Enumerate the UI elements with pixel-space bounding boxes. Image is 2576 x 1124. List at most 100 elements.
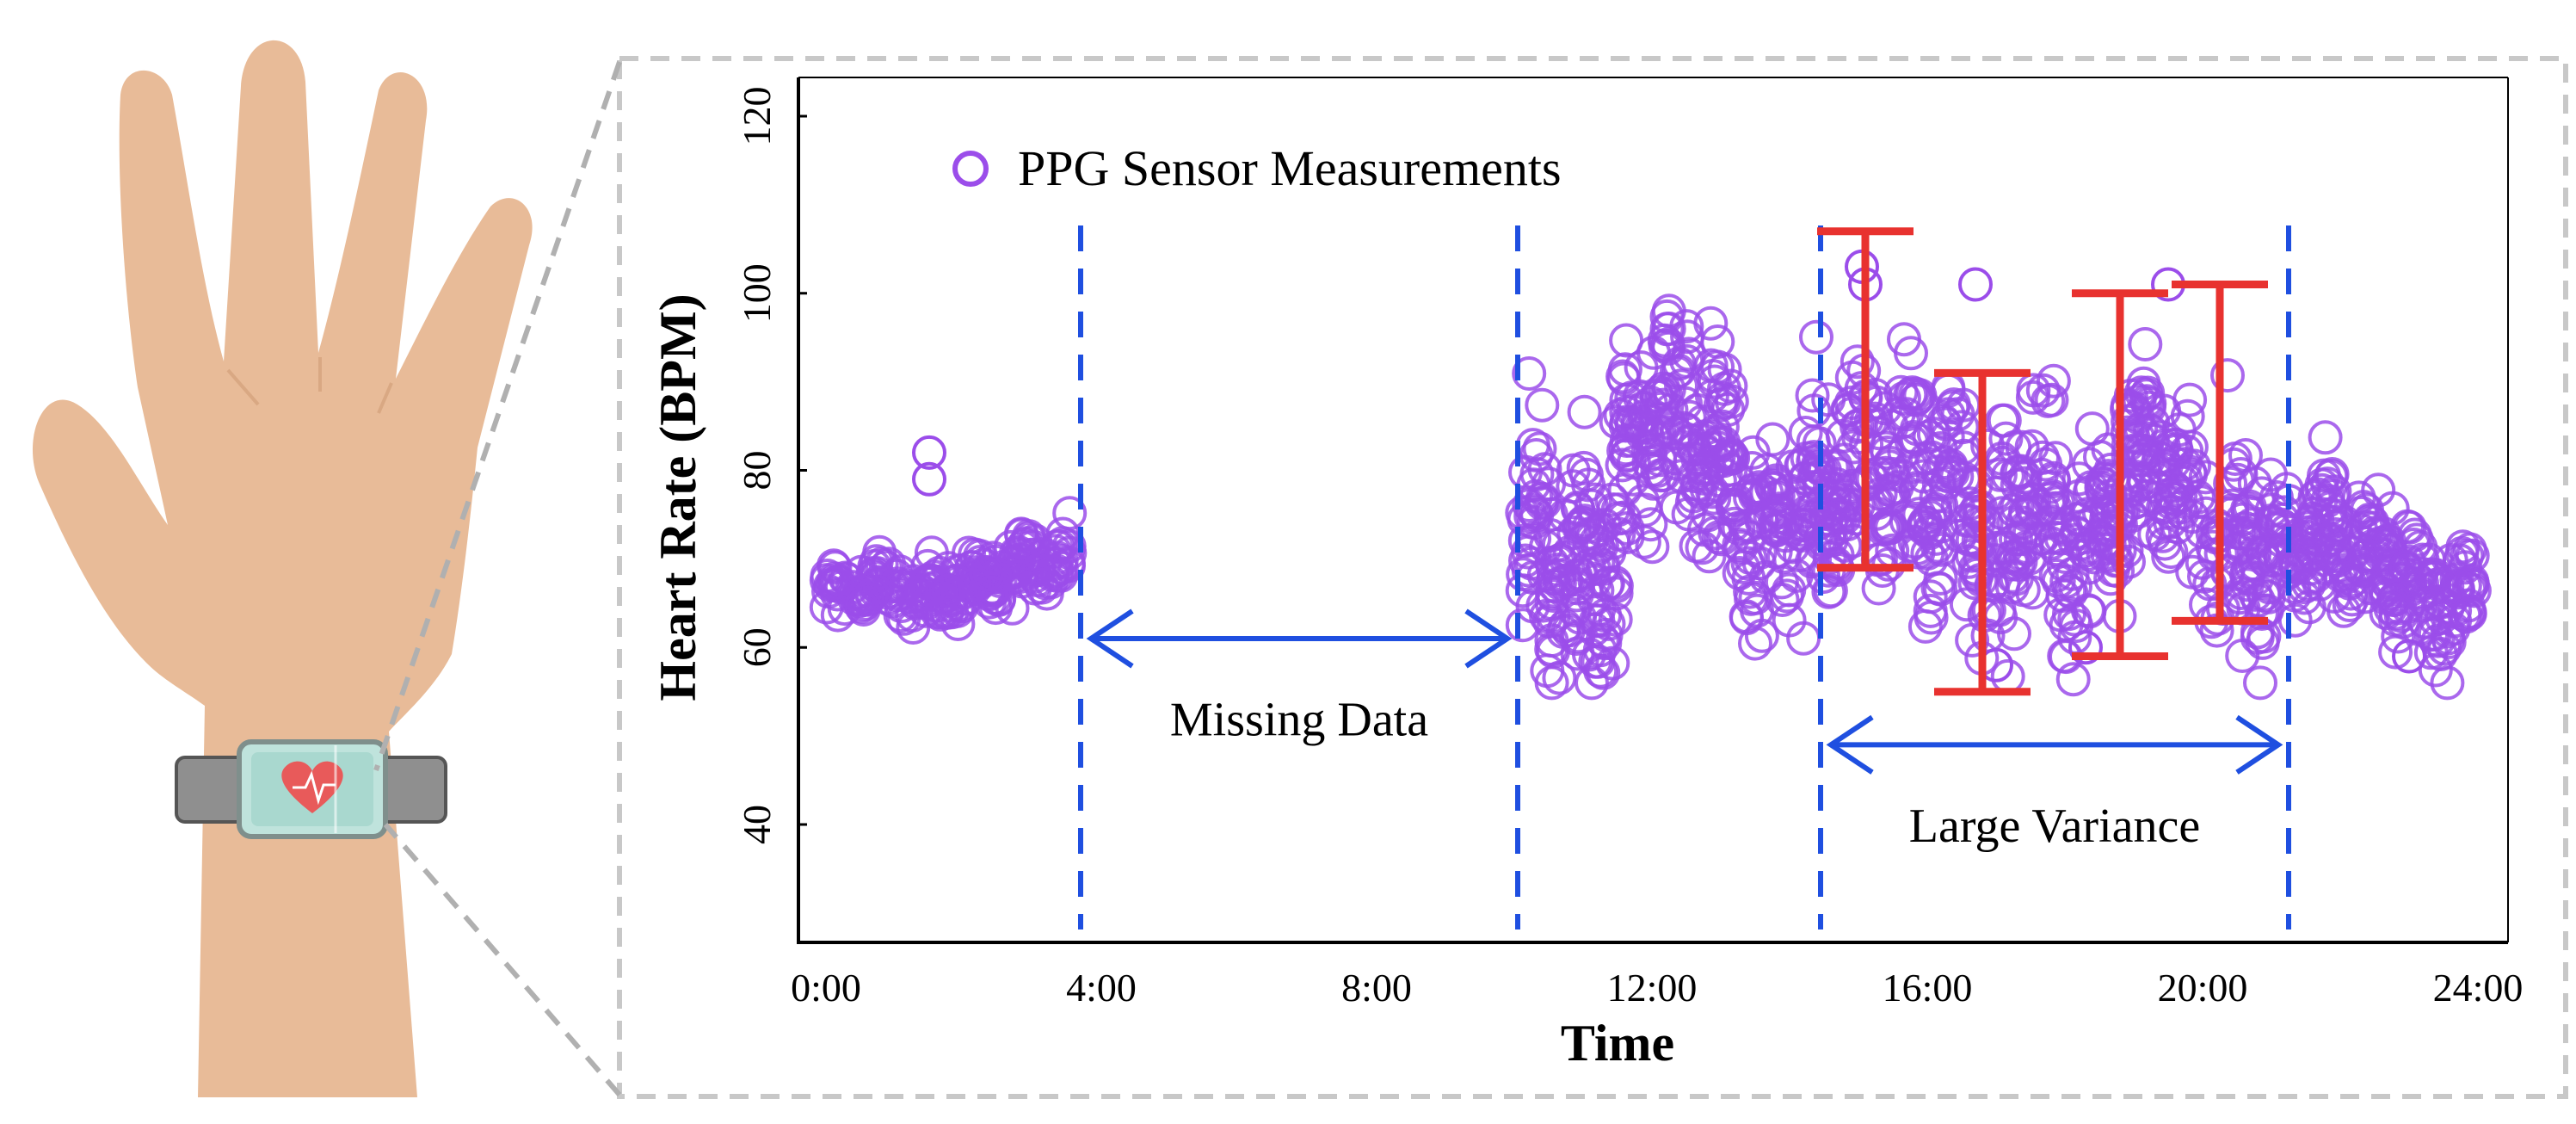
data-point (1855, 461, 1890, 497)
annotation-missing-data: Missing Data (1086, 608, 1513, 747)
data-point (1635, 529, 1670, 565)
x-tick-label: 4:00 (1066, 966, 1137, 1010)
data-point-outlier (1958, 267, 1993, 302)
variance-bar-1 (1817, 227, 1914, 572)
data-point (1858, 378, 1893, 412)
data-point (1606, 361, 1642, 397)
data-point (1898, 376, 1933, 411)
data-point (1861, 571, 1896, 606)
data-point (1534, 623, 1569, 658)
data-point (1522, 431, 1557, 466)
heart-icon (281, 761, 343, 813)
data-point (1955, 622, 1990, 658)
data-point (969, 557, 1004, 592)
data-point (2000, 456, 2035, 491)
data-point (1988, 421, 2024, 456)
data-point (1575, 665, 1609, 701)
data-point (1974, 568, 2009, 603)
data-point (1547, 540, 1582, 575)
data-point (1647, 323, 1682, 358)
y-tick-label: 80 (735, 451, 779, 491)
x-tick-label: 24:00 (2433, 966, 2524, 1010)
data-point (2172, 454, 2208, 490)
x-axis-title: Time (1561, 1015, 1674, 1072)
data-point (1840, 344, 1875, 380)
data-point (1649, 312, 1685, 347)
data-point (2175, 554, 2210, 590)
data-point (1700, 324, 1735, 359)
data-point (1958, 467, 1994, 503)
data-point (2015, 380, 2050, 415)
data-point (1051, 528, 1087, 564)
data-point (2167, 447, 2203, 482)
data-point (1766, 540, 1802, 575)
data-point (1772, 602, 1807, 638)
data-point (2048, 540, 2083, 574)
data-point (1986, 566, 2021, 602)
data-point (2165, 465, 2200, 500)
data-point (940, 607, 976, 641)
y-tick-label: 100 (735, 263, 779, 323)
data-point (1505, 608, 1540, 643)
data-point (844, 589, 879, 624)
data-point (2130, 375, 2166, 411)
data-point (2296, 496, 2332, 531)
data-point (1729, 509, 1764, 543)
data-point (2138, 469, 2173, 504)
data-point (2036, 363, 2071, 398)
data-point (1760, 479, 1796, 514)
data-point (2061, 461, 2097, 497)
data-point (1755, 471, 1790, 506)
data-point (1688, 435, 1723, 470)
variance-bar-3 (2072, 289, 2168, 661)
data-point (1916, 417, 1951, 452)
heart-rate-chart: Missing Data Large Variance 0:00 4:00 8:00 1… (650, 77, 2523, 1072)
legend-label: PPG Sensor Measurements (1018, 140, 1562, 196)
legend-marker (952, 151, 989, 187)
data-point (1969, 505, 2004, 540)
annotation-label: Missing Data (1170, 694, 1428, 747)
callout-frame (617, 56, 2568, 1099)
data-point-outlier (912, 435, 946, 470)
data-point (1542, 660, 1577, 695)
data-point (2005, 429, 2040, 465)
data-point (1897, 524, 1932, 559)
data-point (1626, 524, 1661, 559)
data-point (1646, 371, 1681, 406)
data-point (1698, 414, 1733, 449)
data-point (1887, 322, 1921, 357)
data-point (1672, 399, 1707, 435)
x-tick-label: 16:00 (1883, 966, 1973, 1010)
data-point (2385, 604, 2420, 639)
data-point (2024, 457, 2059, 492)
data-point (2146, 490, 2180, 525)
data-point (2315, 479, 2351, 513)
data-point (2356, 528, 2391, 564)
data-point (2113, 378, 2148, 413)
y-ticks: 40 60 80 100 120 (735, 87, 807, 844)
data-point (1035, 554, 1070, 590)
data-point (1913, 579, 1948, 614)
data-point (1764, 565, 1799, 600)
data-point (2131, 390, 2166, 425)
annotation-large-variance: Large Variance (1826, 714, 2283, 853)
data-point (1620, 405, 1655, 440)
finger-crease (226, 357, 393, 414)
data-point (2452, 596, 2487, 632)
data-point (1556, 469, 1591, 504)
data-point (909, 577, 945, 612)
y-axis-title: Heart Rate (BPM) (650, 293, 706, 701)
pulse-line-icon (293, 770, 336, 806)
data-point (1913, 499, 1947, 534)
data-point (1988, 530, 2024, 565)
arrow-head-left-icon (1826, 714, 1874, 775)
data-point (2454, 567, 2489, 602)
data-point (2110, 415, 2145, 450)
data-point (1971, 592, 2006, 627)
data-point (1616, 445, 1651, 480)
data-point (1729, 601, 1765, 636)
data-point (1552, 534, 1587, 570)
data-point (827, 591, 862, 627)
arrow-head-right-icon (2235, 714, 2283, 775)
y-tick-label: 120 (735, 87, 779, 146)
